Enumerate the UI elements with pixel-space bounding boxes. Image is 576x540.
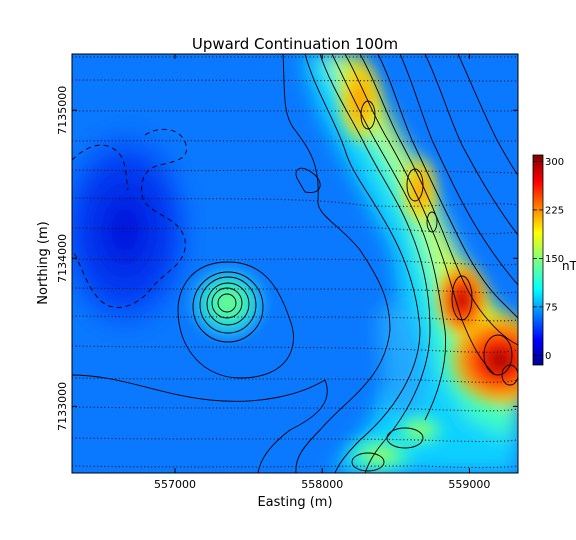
contour-line	[501, 364, 518, 386]
contour-line	[304, 54, 421, 473]
x-tick-label: 559000	[448, 478, 490, 491]
contour-line	[377, 54, 518, 319]
contour-line	[211, 287, 243, 319]
high-north-ridge	[336, 54, 384, 148]
flight-line	[72, 377, 518, 383]
contour-line	[319, 54, 431, 473]
high-mid-ridge	[434, 260, 490, 340]
x-tick-label: 557000	[154, 478, 196, 491]
colorbar-ticks: 0 75 150 225 300	[533, 157, 564, 362]
flight-lines	[72, 56, 518, 469]
colorbar-tick-label: 300	[545, 157, 564, 168]
negative-contours	[72, 128, 187, 308]
contour-line-negative	[72, 144, 129, 191]
flight-line	[72, 465, 518, 469]
flight-line	[72, 79, 518, 82]
flight-line	[72, 406, 518, 412]
contour-line	[282, 54, 391, 473]
colorbar: 0 75 150 225 300 nT	[532, 154, 576, 366]
x-axis-ticks: 557000 558000 559000	[154, 54, 490, 491]
y-axis-ticks: 7133000 7134000 7135000	[56, 86, 518, 431]
colorbar-tick-label: 0	[545, 351, 551, 362]
contour-line-negative	[72, 128, 187, 308]
contour-line	[399, 54, 518, 286]
anomaly-map	[72, 54, 518, 473]
colorbar-label: nT	[562, 259, 576, 273]
x-axis-label: Easting (m)	[257, 495, 332, 510]
low-west	[72, 120, 200, 340]
flight-line	[72, 437, 518, 443]
contour-line	[199, 276, 257, 334]
contour-line	[483, 334, 513, 376]
anomaly-highlights	[72, 54, 518, 473]
flight-line	[72, 140, 518, 142]
contour-line	[331, 54, 447, 421]
contour-line	[192, 271, 264, 343]
contour-line	[351, 452, 385, 472]
colorbar-gradient	[532, 154, 544, 366]
contour-line	[451, 275, 473, 321]
contour-line	[295, 167, 321, 193]
y-axis-label: Northing (m)	[36, 221, 51, 304]
y-tick-label: 7133000	[56, 382, 69, 431]
y-tick-label: 7135000	[56, 86, 69, 135]
contour-line	[406, 168, 424, 202]
flight-line	[72, 315, 518, 322]
contour-line	[359, 54, 518, 346]
chart-title: Upward Continuation 100m	[192, 35, 398, 53]
flight-line	[72, 287, 518, 294]
y-tick-label: 7134000	[56, 234, 69, 283]
high-circular	[186, 263, 270, 343]
contour-line	[424, 54, 518, 236]
contour-line	[206, 282, 250, 326]
high-south-2	[390, 410, 450, 450]
colorbar-tick-label: 225	[545, 205, 564, 216]
contour-line	[217, 293, 237, 313]
flight-line	[72, 345, 518, 353]
contour-line	[344, 54, 496, 376]
contour-line	[360, 100, 376, 130]
contour-lines	[72, 54, 518, 473]
colorbar-tick-label: 75	[545, 302, 558, 313]
contour-line	[72, 374, 328, 473]
plot-frame	[71, 53, 519, 474]
flight-line	[72, 226, 518, 235]
high-east-ridge	[400, 152, 440, 228]
contour-line	[177, 261, 294, 379]
contour-line	[386, 427, 424, 449]
contour-line	[457, 54, 518, 176]
x-tick-label: 558000	[301, 478, 343, 491]
colorbar-tick-label: 150	[545, 254, 564, 265]
